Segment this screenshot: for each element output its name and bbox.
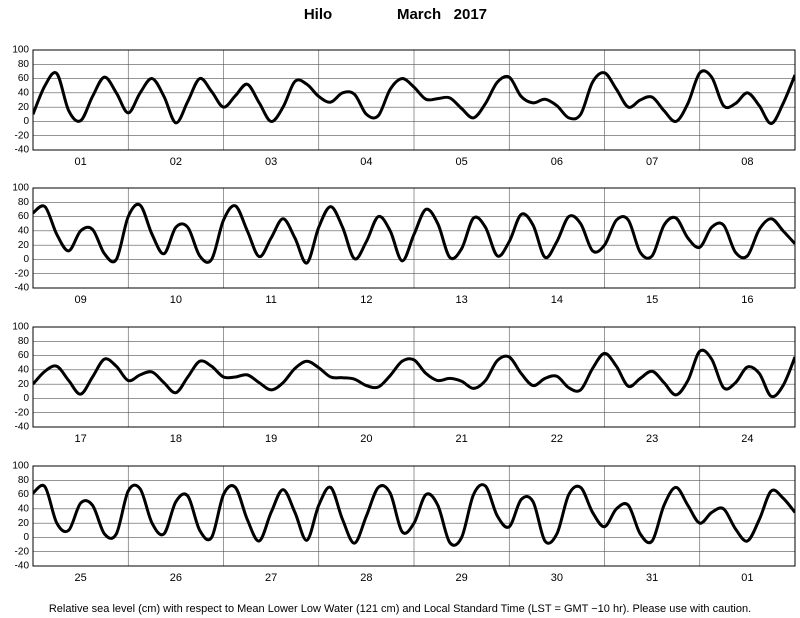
y-tick-label: -20 xyxy=(15,546,30,557)
y-tick-label: 0 xyxy=(23,393,29,404)
x-tick-label: 08 xyxy=(741,156,753,168)
y-tick-label: 100 xyxy=(12,45,29,56)
tide-line xyxy=(33,202,795,265)
x-tick-label: 09 xyxy=(75,294,87,306)
y-tick-label: 80 xyxy=(18,336,30,347)
plot-frame xyxy=(32,326,796,428)
x-tick-label: 07 xyxy=(646,156,658,168)
y-tick-label: 60 xyxy=(18,350,30,361)
x-tick-label: 30 xyxy=(551,572,563,584)
y-tick-label: 100 xyxy=(12,322,29,333)
plot-frame xyxy=(32,187,796,289)
station-title: Hilo xyxy=(304,6,332,23)
tide-line xyxy=(33,69,795,126)
y-tick-label: -40 xyxy=(15,145,30,156)
x-tick-label: 04 xyxy=(360,156,372,168)
x-tick-label: 21 xyxy=(456,433,468,445)
y-tick-label: 60 xyxy=(18,489,30,500)
y-tick-label: 100 xyxy=(12,183,29,194)
y-tick-label: 20 xyxy=(18,102,30,113)
y-tick-label: 60 xyxy=(18,73,30,84)
y-tick-label: 80 xyxy=(18,59,30,70)
plot-frame xyxy=(32,49,796,151)
x-tick-label: 31 xyxy=(646,572,658,584)
x-tick-label: 16 xyxy=(741,294,753,306)
x-tick-label: 29 xyxy=(456,572,468,584)
x-tick-label: 02 xyxy=(170,156,182,168)
x-tick-label: 01 xyxy=(75,156,87,168)
y-tick-label: -20 xyxy=(15,268,30,279)
x-tick-label: 17 xyxy=(75,433,87,445)
x-tick-label: 03 xyxy=(265,156,277,168)
date-title: March 2017 xyxy=(397,6,487,23)
x-tick-label: 13 xyxy=(456,294,468,306)
x-tick-label: 01 xyxy=(741,572,753,584)
y-tick-label: -40 xyxy=(15,283,30,294)
y-tick-label: -20 xyxy=(15,407,30,418)
y-tick-label: -20 xyxy=(15,130,30,141)
y-tick-label: -40 xyxy=(15,561,30,572)
footnote: Relative sea level (cm) with respect to … xyxy=(49,603,751,615)
y-tick-label: -40 xyxy=(15,422,30,433)
plot-frame xyxy=(32,465,796,567)
y-tick-label: 0 xyxy=(23,254,29,265)
x-tick-label: 28 xyxy=(360,572,372,584)
y-tick-label: 100 xyxy=(12,461,29,472)
y-tick-label: 20 xyxy=(18,240,30,251)
y-tick-label: 0 xyxy=(23,116,29,127)
y-tick-label: 40 xyxy=(18,87,30,98)
x-tick-label: 25 xyxy=(75,572,87,584)
x-tick-label: 11 xyxy=(265,294,276,306)
tide-line xyxy=(33,483,795,547)
x-tick-label: 05 xyxy=(456,156,468,168)
x-tick-label: 22 xyxy=(551,433,563,445)
x-tick-label: 23 xyxy=(646,433,658,445)
y-tick-label: 40 xyxy=(18,225,30,236)
x-tick-label: 12 xyxy=(360,294,372,306)
x-tick-label: 27 xyxy=(265,572,277,584)
y-tick-label: 20 xyxy=(18,379,30,390)
x-tick-label: 19 xyxy=(265,433,277,445)
x-tick-label: 26 xyxy=(170,572,182,584)
x-tick-label: 24 xyxy=(741,433,753,445)
x-tick-label: 10 xyxy=(170,294,182,306)
x-tick-label: 14 xyxy=(551,294,563,306)
y-tick-label: 40 xyxy=(18,503,30,514)
x-tick-label: 06 xyxy=(551,156,563,168)
x-tick-label: 20 xyxy=(360,433,372,445)
y-tick-label: 60 xyxy=(18,211,30,222)
y-tick-label: 40 xyxy=(18,364,30,375)
x-tick-label: 18 xyxy=(170,433,182,445)
tide-line xyxy=(33,348,795,399)
y-tick-label: 20 xyxy=(18,518,30,529)
y-tick-label: 80 xyxy=(18,197,30,208)
y-tick-label: 80 xyxy=(18,475,30,486)
y-tick-label: 0 xyxy=(23,532,29,543)
x-tick-label: 15 xyxy=(646,294,658,306)
